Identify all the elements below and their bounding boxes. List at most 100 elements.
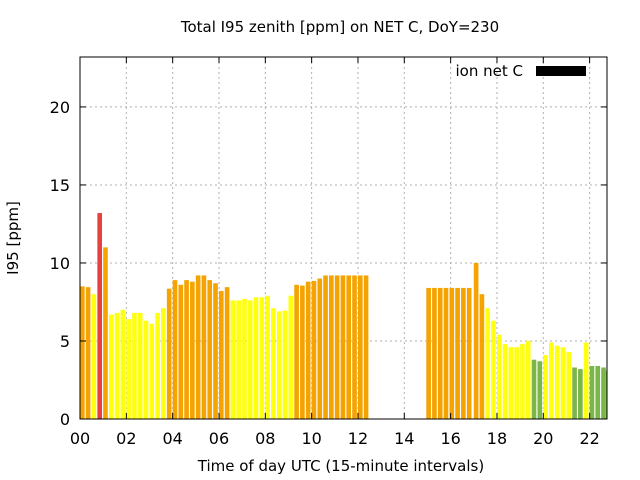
bar [466,287,472,419]
bar [363,275,369,419]
bar [103,247,108,419]
x-tick-label: 20 [533,429,553,448]
bar [137,312,143,419]
bar [426,287,431,419]
legend: ion net C [456,62,586,80]
bar [357,275,363,419]
bar [491,320,496,419]
bar [91,294,97,419]
bar [230,300,236,419]
x-tick-label: 10 [301,429,321,448]
bar [520,344,525,419]
bar [288,295,294,419]
bar [502,344,508,419]
bar [437,287,443,419]
bar [161,308,166,419]
bar [80,286,85,419]
bar [432,287,437,419]
bar [583,342,589,419]
bar [352,275,357,419]
x-tick-label: 04 [162,429,182,448]
bar [334,275,340,419]
x-axis-label: Time of day UTC (15-minute intervals) [197,457,484,475]
bar [242,298,247,419]
legend-label: ion net C [456,62,523,80]
bar [455,287,460,419]
bar [560,347,566,419]
y-tick-label: 20 [50,98,70,117]
bar [525,340,531,419]
x-tick-label: 14 [394,429,414,448]
bar [207,280,213,419]
bar [282,310,288,419]
bar [496,334,502,419]
bar [543,355,548,419]
bar [461,287,466,419]
bar [479,294,485,419]
bar [323,275,328,419]
x-tick-label: 06 [209,429,229,448]
bar [108,314,114,419]
bar [271,308,276,419]
bars-group [80,213,607,419]
x-tick-label: 16 [440,429,460,448]
x-tick-label: 12 [348,429,368,448]
bar [566,351,572,419]
bar [508,347,514,419]
bar [149,323,155,419]
bar [114,312,120,419]
bar [85,287,91,419]
bar [578,369,583,419]
bar [247,300,253,419]
bar [265,295,270,419]
bar [317,278,323,419]
y-tick-label: 15 [50,176,70,195]
bar [311,280,317,419]
plot-frame [79,56,608,420]
bar [305,281,311,419]
bar [294,284,299,419]
bar [605,370,607,419]
x-tick-label: 00 [70,429,90,448]
bar [213,283,218,419]
bar [300,285,305,419]
bar [601,367,606,419]
bar [172,280,178,419]
y-axis-label: I95 [ppm] [4,201,22,275]
x-tick-label: 18 [487,429,507,448]
bar [340,275,346,419]
bar [346,275,352,419]
bar [132,312,137,419]
bar [595,365,601,419]
bar [549,342,554,419]
bar [195,275,201,419]
y-tick-label: 5 [60,332,70,351]
x-tick-label: 22 [579,429,599,448]
bar [259,297,265,419]
bar [224,287,230,419]
bar [184,280,189,419]
y-tick-label: 10 [50,254,70,273]
bar [178,284,184,419]
bar [485,308,491,419]
bar [143,320,149,419]
bar [155,312,160,419]
bar [218,291,224,419]
bar [473,262,479,419]
bar [236,300,241,419]
legend-swatch [536,66,586,76]
bar [531,359,537,419]
bar [443,287,449,419]
bar [329,275,334,419]
bar [589,365,595,419]
chart-title: Total I95 zenith [ppm] on NET C, DoY=230 [180,18,499,36]
bar [120,309,126,419]
bar [572,367,577,419]
bar [537,361,543,419]
bar [449,287,455,419]
bar [554,345,560,419]
bar [166,288,172,419]
axis-ticks: 0 5 10 15 20 00 02 04 06 08 10 12 14 16 18 20 22 [50,57,607,448]
bar [97,213,103,419]
